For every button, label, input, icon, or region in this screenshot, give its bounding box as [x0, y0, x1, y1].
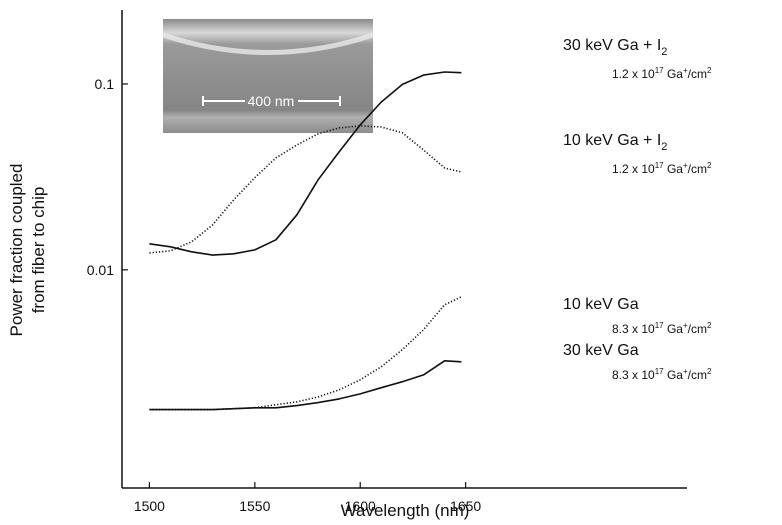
- dose-label-part: 17: [655, 367, 664, 376]
- dose-label-part: 1.2 x 10: [612, 162, 655, 176]
- dose-label: 1.2 x 1017 Ga+/cm2: [612, 161, 712, 176]
- x-tick-label: 1550: [239, 498, 270, 514]
- y-tick-label: 0.01: [87, 262, 114, 278]
- dose-label: 1.2 x 1017 Ga+/cm2: [612, 66, 712, 81]
- dose-label-part: /cm: [688, 368, 707, 382]
- series-label-part: 30 keV Ga: [563, 342, 639, 359]
- dose-label-part: 8.3 x 10: [612, 322, 655, 336]
- series-line: [149, 296, 462, 411]
- dose-label-part: +: [683, 161, 688, 170]
- dose-label-part: 17: [655, 161, 664, 170]
- dose-label-part: 2: [707, 367, 712, 376]
- y-axis-title: Power fraction coupled: [7, 164, 26, 337]
- series-label-part: 30 keV Ga + I: [563, 37, 661, 54]
- x-tick-label: 1600: [345, 498, 376, 514]
- series-label: 30 keV Ga: [563, 342, 639, 359]
- dose-label-part: +: [683, 367, 688, 376]
- y-tick-label: 0.1: [95, 76, 115, 92]
- y-axis-title: from fiber to chip: [29, 187, 48, 314]
- dose-label-part: 2: [707, 321, 712, 330]
- dose-label-part: /cm: [688, 67, 707, 81]
- dose-label-part: Ga: [664, 162, 684, 176]
- dose-label-part: +: [683, 66, 688, 75]
- x-tick-label: 1650: [450, 498, 481, 514]
- series-label: 10 keV Ga + I2: [563, 132, 667, 153]
- dose-label-part: 2: [707, 66, 712, 75]
- dose-label-part: 2: [707, 161, 712, 170]
- series-label-part: 2: [661, 141, 667, 153]
- series-label-part: 2: [661, 46, 667, 58]
- series-label-part: 10 keV Ga + I: [563, 132, 661, 149]
- series-label: 30 keV Ga + I2: [563, 37, 667, 58]
- dose-label-part: Ga: [664, 368, 684, 382]
- dose-label-part: /cm: [688, 162, 707, 176]
- series-line: [149, 71, 462, 256]
- dose-label-part: 17: [655, 321, 664, 330]
- series-line: [149, 125, 462, 254]
- dose-label-part: 1.2 x 10: [612, 67, 655, 81]
- dose-label-part: 17: [655, 66, 664, 75]
- x-axis-title: Wavelength (nm): [341, 501, 470, 520]
- series-label-part: 10 keV Ga: [563, 296, 639, 313]
- dose-label-part: Ga: [664, 322, 684, 336]
- inset-scale-label: 400 nm: [248, 93, 295, 109]
- dose-label-part: +: [683, 321, 688, 330]
- series-label: 10 keV Ga: [563, 296, 639, 313]
- dose-label: 8.3 x 1017 Ga+/cm2: [612, 367, 712, 382]
- dose-label-part: /cm: [688, 322, 707, 336]
- inset-image: 400 nm: [162, 19, 374, 133]
- dose-label-part: 8.3 x 10: [612, 368, 655, 382]
- dose-label: 8.3 x 1017 Ga+/cm2: [612, 321, 712, 336]
- x-tick-label: 1500: [134, 498, 165, 514]
- series-line: [149, 360, 462, 411]
- dose-label-part: Ga: [664, 67, 684, 81]
